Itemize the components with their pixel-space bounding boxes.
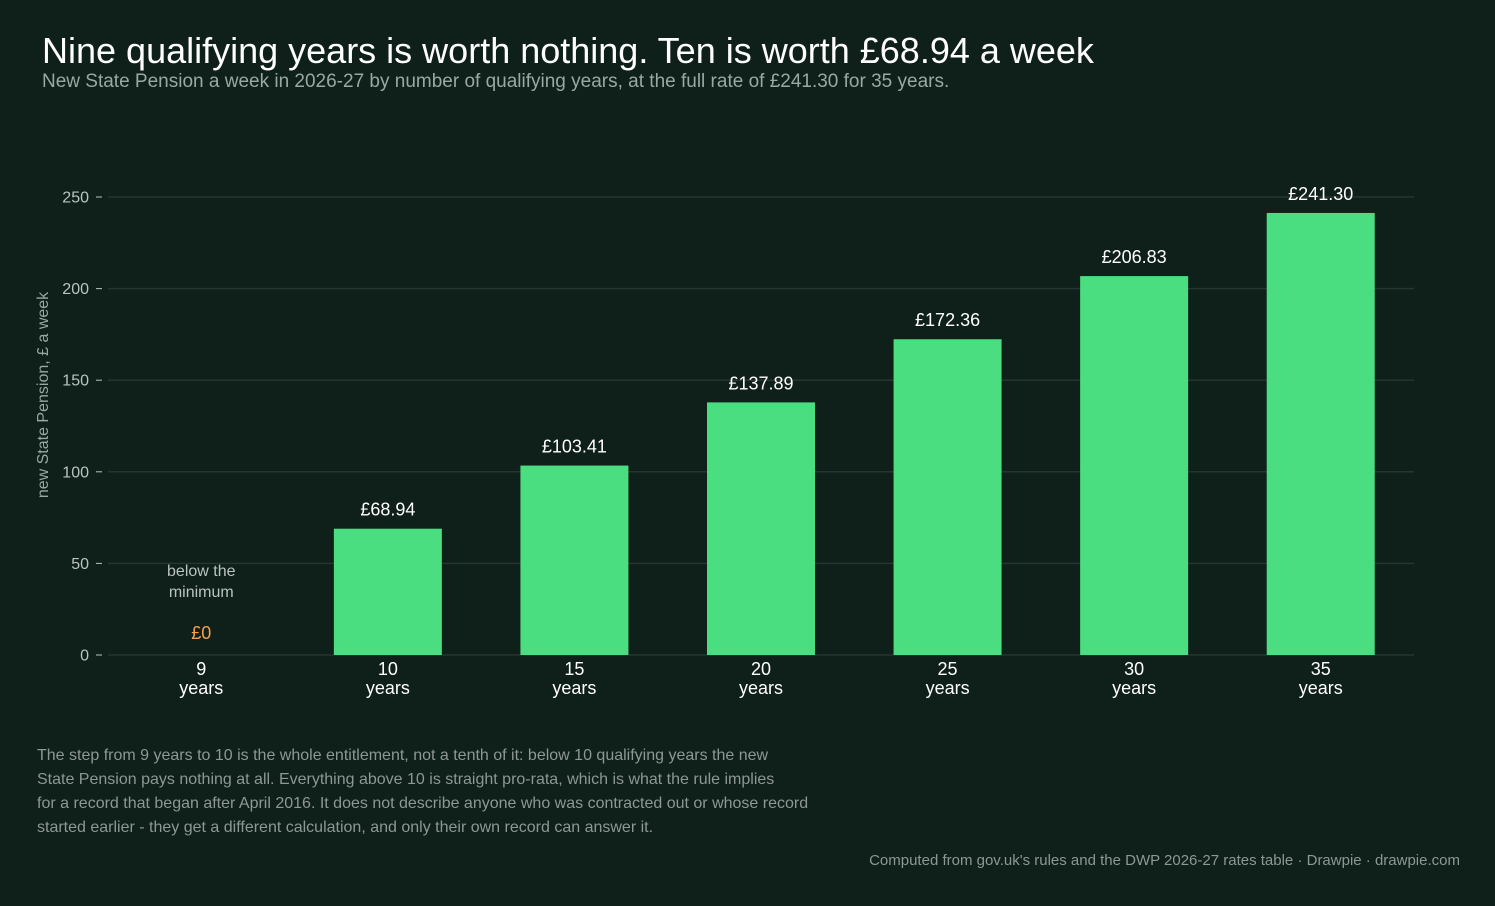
- y-tick-label: 150: [62, 373, 89, 390]
- x-tick-label: 35: [1311, 659, 1331, 679]
- x-tick-label: years: [1112, 678, 1156, 698]
- y-axis-label: new State Pension, £ a week: [35, 291, 52, 498]
- x-tick-label: years: [739, 678, 783, 698]
- chart-subtitle: New State Pension a week in 2026-27 by n…: [42, 71, 950, 92]
- note-line: started earlier - they get a different c…: [37, 819, 654, 836]
- x-tick-label: 25: [938, 659, 958, 679]
- x-tick-label: years: [179, 678, 223, 698]
- y-tick-label: 100: [62, 464, 89, 481]
- bar: [333, 528, 442, 655]
- x-tick-label: 30: [1124, 659, 1144, 679]
- note-line: The step from 9 years to 10 is the whole…: [37, 747, 769, 764]
- x-tick-label: years: [1299, 678, 1343, 698]
- y-tick-label: 250: [62, 190, 89, 207]
- note-line: for a record that began after April 2016…: [37, 795, 809, 812]
- bar: [707, 402, 815, 655]
- annotation-text: minimum: [169, 584, 234, 601]
- note-line: State Pension pays nothing at all. Every…: [37, 771, 775, 788]
- x-tick-label: 9: [196, 659, 206, 679]
- x-tick-label: years: [366, 678, 410, 698]
- y-tick-label: 50: [71, 556, 89, 573]
- x-tick-label: years: [926, 678, 970, 698]
- y-tick-label: 0: [80, 648, 89, 665]
- bar: [520, 465, 629, 655]
- explanatory-note: The step from 9 years to 10 is the whole…: [37, 744, 877, 840]
- bar-value-label: £241.30: [1288, 184, 1353, 204]
- bar: [1080, 276, 1189, 655]
- source-footer: Computed from gov.uk's rules and the DWP…: [869, 852, 1460, 869]
- x-tick-label: 10: [378, 659, 398, 679]
- y-tick-label: 200: [62, 281, 89, 298]
- annotation-text: below the: [167, 563, 236, 580]
- x-tick-label: 15: [564, 659, 584, 679]
- bar-value-label: £68.94: [360, 500, 415, 520]
- bar-value-label: £137.89: [728, 373, 793, 393]
- bar-value-label: £0: [191, 623, 211, 643]
- x-tick-label: 20: [751, 659, 771, 679]
- bar-value-label: £103.41: [542, 437, 607, 457]
- chart-title: Nine qualifying years is worth nothing. …: [42, 30, 1094, 71]
- bar-value-label: £172.36: [915, 310, 980, 330]
- bar: [1266, 212, 1375, 655]
- x-tick-label: years: [552, 678, 596, 698]
- bar-value-label: £206.83: [1102, 247, 1167, 267]
- bar: [893, 339, 1002, 655]
